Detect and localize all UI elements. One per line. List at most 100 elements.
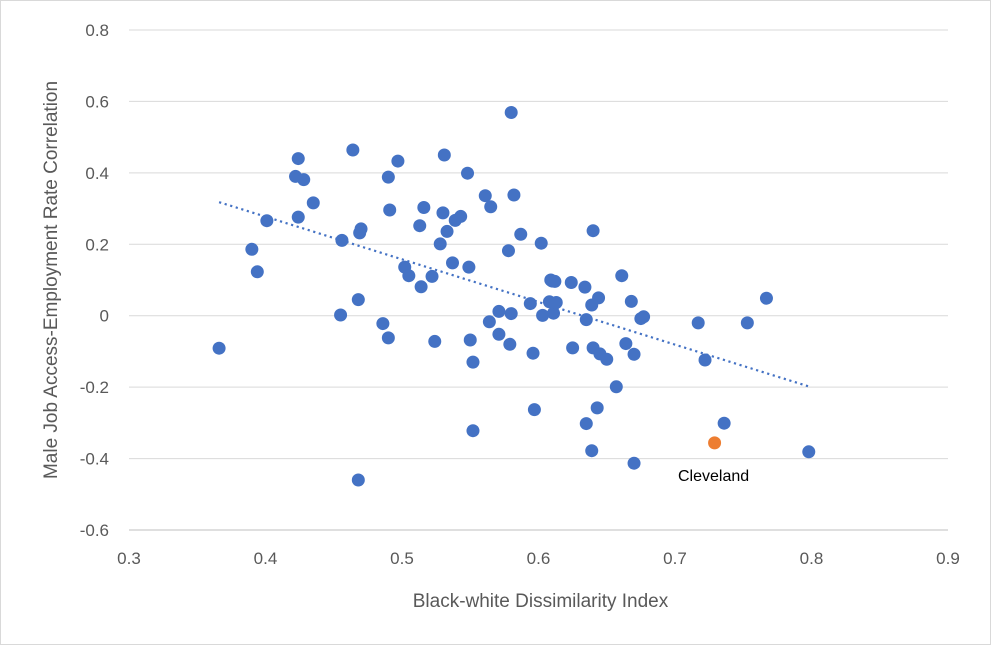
x-tick-label: 0.9 <box>936 549 960 568</box>
data-point-54 <box>534 236 548 250</box>
data-point-40 <box>478 189 492 203</box>
data-point-30 <box>437 148 451 162</box>
data-point-27 <box>428 334 442 348</box>
data-point-65 <box>579 313 593 327</box>
x-axis-ticks: 0.3 0.4 0.5 0.6 0.7 0.8 0.9 <box>117 549 960 568</box>
data-point-6 <box>291 210 305 224</box>
data-point-10 <box>335 233 349 247</box>
data-point-66 <box>579 417 593 431</box>
data-point-16 <box>376 317 390 331</box>
data-point-87 <box>759 291 773 305</box>
data-point-15 <box>354 222 368 236</box>
data-point-51 <box>523 297 537 311</box>
y-tick-label: 0.2 <box>85 235 109 254</box>
data-point-22 <box>402 269 416 283</box>
x-tick-label: 0.3 <box>117 549 141 568</box>
data-point-75 <box>609 380 623 394</box>
data-point-74 <box>600 352 614 366</box>
data-point-45 <box>501 244 515 258</box>
data-point-29 <box>436 206 450 220</box>
data-point-69 <box>586 224 600 238</box>
data-point-64 <box>578 280 592 294</box>
data-point-53 <box>527 403 541 417</box>
data-point-76 <box>615 269 629 283</box>
data-point-35 <box>461 166 475 180</box>
data-point-28 <box>433 237 447 251</box>
data-point-36 <box>462 260 476 274</box>
data-point-11 <box>346 143 360 157</box>
data-point-2 <box>250 265 264 279</box>
x-tick-label: 0.8 <box>800 549 824 568</box>
data-point-12 <box>351 473 365 487</box>
data-point-37 <box>463 333 477 347</box>
y-tick-label: 0.6 <box>85 92 109 111</box>
data-point-24 <box>414 280 428 294</box>
data-point-5 <box>291 152 305 166</box>
data-point-83 <box>691 316 705 330</box>
annotation-cleveland: Cleveland <box>678 468 749 485</box>
y-tick-label: -0.4 <box>80 450 109 469</box>
data-point-52 <box>526 346 540 360</box>
x-tick-label: 0.6 <box>527 549 551 568</box>
x-tick-label: 0.7 <box>663 549 687 568</box>
data-point-17 <box>381 170 395 184</box>
data-point-3 <box>260 214 274 228</box>
data-point-34 <box>454 209 468 223</box>
data-point-23 <box>413 219 427 233</box>
data-point-80 <box>627 456 641 470</box>
data-point-9 <box>334 308 348 322</box>
data-point-46 <box>503 337 517 351</box>
data-point-41 <box>482 315 496 329</box>
data-point-78 <box>624 294 638 308</box>
data-point-55 <box>536 308 550 322</box>
data-point-84 <box>698 353 712 367</box>
data-point-59 <box>547 306 561 320</box>
data-point-0 <box>212 341 226 355</box>
data-point-26 <box>425 269 439 283</box>
highlight-point-cleveland <box>708 436 722 450</box>
y-tick-label: -0.6 <box>80 521 109 540</box>
data-point-20 <box>391 154 405 168</box>
data-point-7 <box>297 173 311 187</box>
data-point-18 <box>381 331 395 345</box>
data-point-43 <box>492 304 506 318</box>
data-point-68 <box>585 444 599 458</box>
data-point-82 <box>637 310 651 324</box>
data-point-88 <box>802 445 816 459</box>
data-point-42 <box>484 200 498 214</box>
x-tick-label: 0.4 <box>254 549 278 568</box>
y-tick-label: -0.2 <box>80 378 109 397</box>
data-point-25 <box>417 201 431 214</box>
y-axis-title: Male Job Access-Employment Rate Correlat… <box>41 81 62 479</box>
data-point-79 <box>627 347 641 361</box>
data-point-19 <box>383 203 397 217</box>
data-point-60 <box>548 274 562 288</box>
data-point-50 <box>514 227 528 241</box>
data-point-63 <box>566 341 580 355</box>
data-point-86 <box>740 316 754 330</box>
y-tick-label: 0.8 <box>85 21 109 40</box>
y-axis-ticks: -0.6 -0.4 -0.2 0 0.2 0.4 0.6 0.8 <box>80 21 109 540</box>
data-point-39 <box>466 424 480 438</box>
data-point-62 <box>564 276 578 289</box>
data-point-85 <box>717 416 731 430</box>
data-point-44 <box>492 327 506 341</box>
data-point-61 <box>549 296 563 309</box>
data-point-48 <box>504 106 518 119</box>
data-point-38 <box>466 355 480 369</box>
data-point-1 <box>245 242 259 256</box>
x-axis-title: Black-white Dissimilarity Index <box>413 591 669 612</box>
y-tick-label: 0.4 <box>85 164 109 183</box>
data-point-49 <box>507 188 521 202</box>
data-point-13 <box>351 293 365 307</box>
trendline <box>218 201 810 388</box>
data-point-32 <box>446 256 460 270</box>
data-point-8 <box>306 196 320 210</box>
data-point-72 <box>592 291 606 305</box>
data-points <box>212 106 816 487</box>
data-point-47 <box>504 307 518 321</box>
x-tick-label: 0.5 <box>390 549 414 568</box>
data-point-31 <box>440 224 454 238</box>
